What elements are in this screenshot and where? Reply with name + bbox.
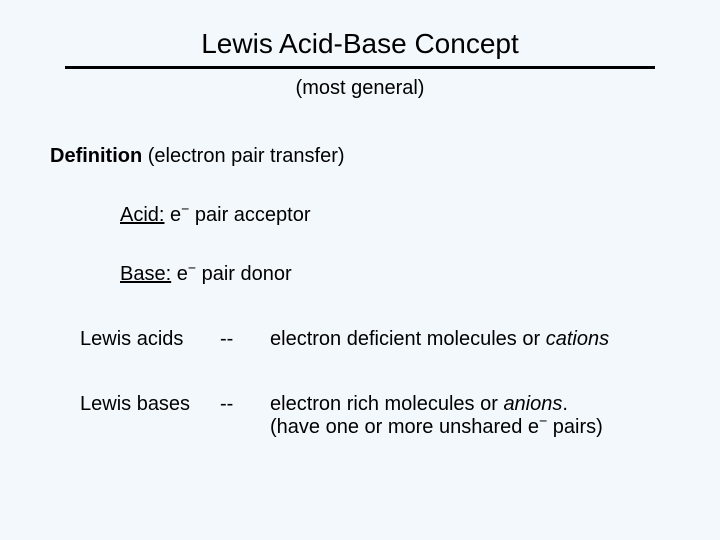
page-title: Lewis Acid-Base Concept <box>65 28 655 66</box>
lewis-bases-desc: electron rich molecules or anions. (have… <box>270 393 670 439</box>
base-definition: Base: e− pair donor <box>120 263 670 286</box>
electron-symbol: e <box>170 204 181 226</box>
definition-line: Definition (electron pair transfer) <box>50 145 670 168</box>
definition-paren: (electron pair transfer) <box>142 145 344 167</box>
lewis-acids-row: Lewis acids -- electron deficient molecu… <box>80 328 670 351</box>
dash: -- <box>220 393 260 416</box>
minus-sup: − <box>188 259 196 275</box>
acid-text: pair acceptor <box>189 204 310 226</box>
subtitle: (most general) <box>50 77 670 100</box>
lewis-acids-label: Lewis acids <box>80 328 210 351</box>
title-rule <box>65 66 655 69</box>
base-label: Base: <box>120 263 171 285</box>
lewis-bases-row: Lewis bases -- electron rich molecules o… <box>80 393 670 439</box>
lewis-bases-label: Lewis bases <box>80 393 210 416</box>
lewis-acids-desc: electron deficient molecules or cations <box>270 328 670 351</box>
base-text: pair donor <box>196 263 292 285</box>
definition-label: Definition <box>50 145 142 167</box>
acid-definition: Acid: e− pair acceptor <box>120 204 670 227</box>
dash: -- <box>220 328 260 351</box>
acid-label: Acid: <box>120 204 164 226</box>
electron-symbol: e <box>177 263 188 285</box>
